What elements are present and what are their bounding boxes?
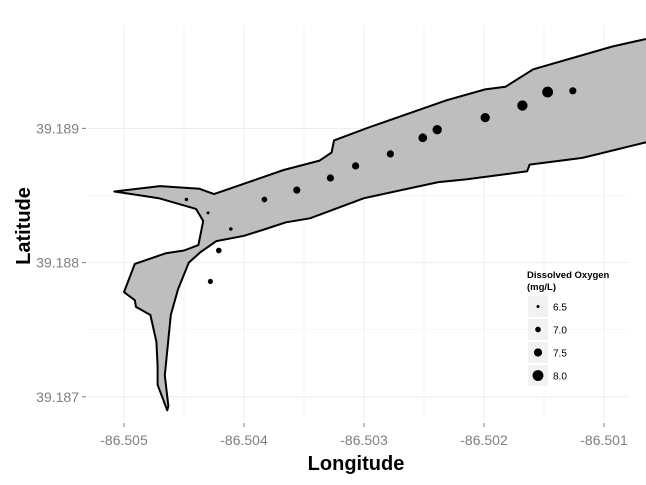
- legend-entry-label: 7.0: [553, 326, 567, 337]
- data-point-6: [418, 133, 428, 143]
- data-point-4: [480, 112, 490, 123]
- y-tick-label: 39.188: [36, 255, 79, 271]
- data-point-2: [542, 86, 554, 98]
- legend-entries: 6.5 7.0 7.5 8.0: [528, 296, 567, 386]
- y-tick-label: 39.189: [36, 120, 79, 136]
- x-tick-label: -86.504: [220, 432, 268, 448]
- legend-entry-label: 8.0: [553, 372, 567, 383]
- data-point-11: [261, 196, 268, 203]
- legend-title-line-2: (mg/L): [527, 282, 556, 293]
- data-point-12: [184, 197, 189, 202]
- y-tick-label: 39.187: [36, 389, 79, 405]
- lake-boundary-polygon: [113, 37, 646, 412]
- x-axis: -86.505 -86.504 -86.503 -86.502 -86.501: [100, 423, 628, 448]
- boundary-layer: [113, 37, 646, 412]
- legend: Dissolved Oxygen (mg/L) 6.5 7.0 7.5 8.0: [527, 270, 610, 386]
- x-tick-label: -86.502: [460, 432, 508, 448]
- legend-title-line-1: Dissolved Oxygen: [527, 270, 610, 281]
- legend-key-marker: [533, 348, 543, 357]
- y-axis: 39.187 39.188 39.189: [36, 120, 86, 405]
- legend-key-marker: [536, 304, 540, 309]
- legend-key-marker: [535, 326, 541, 333]
- data-points: [184, 86, 577, 284]
- legend-entry-label: 7.5: [553, 349, 567, 360]
- data-point-13: [206, 211, 210, 215]
- data-point-15: [215, 247, 222, 254]
- data-point-7: [386, 150, 394, 158]
- y-axis-title: Latitude: [13, 187, 35, 265]
- legend-entry-label: 6.5: [553, 303, 567, 314]
- x-tick-label: -86.505: [100, 432, 148, 448]
- x-tick-label: -86.501: [580, 432, 628, 448]
- legend-key-marker: [532, 370, 544, 381]
- data-point-5: [432, 125, 442, 135]
- data-point-14: [229, 227, 233, 231]
- x-axis-title: Longitude: [308, 453, 405, 475]
- x-tick-label: -86.503: [340, 432, 388, 448]
- data-point-9: [326, 174, 334, 182]
- data-point-8: [352, 162, 360, 170]
- data-point-10: [293, 186, 301, 194]
- data-point-16: [207, 278, 213, 284]
- data-point-3: [517, 100, 528, 111]
- data-point-1: [569, 87, 577, 95]
